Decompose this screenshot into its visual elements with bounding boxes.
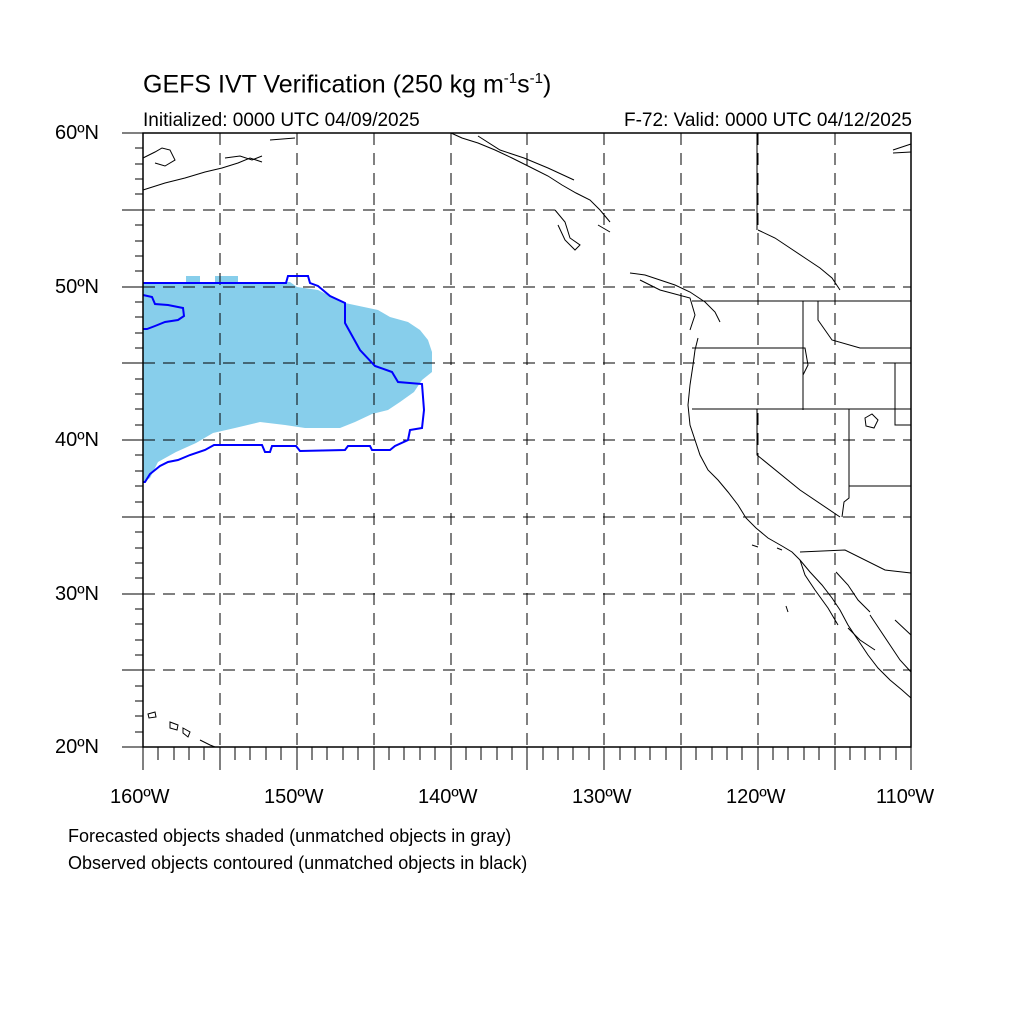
coastlines xyxy=(142,132,912,748)
valid-time: F-72: Valid: 0000 UTC 04/12/2025 xyxy=(624,110,912,131)
lon-label-150w: 150ºW xyxy=(264,786,324,808)
lon-label-130w: 130ºW xyxy=(572,786,632,808)
lat-label-60: 60ºN xyxy=(55,122,99,144)
forecast-ivt-object xyxy=(143,276,432,482)
political-boundaries xyxy=(692,133,912,574)
map-title: GEFS IVT Verification (250 kg m-1s-1) xyxy=(143,70,552,99)
lon-label-120w: 120ºW xyxy=(726,786,786,808)
lon-label-140w: 140ºW xyxy=(418,786,478,808)
lat-label-20: 20ºN xyxy=(55,736,99,758)
forecast-note: Forecasted objects shaded (unmatched obj… xyxy=(68,826,512,846)
tick-marks xyxy=(122,132,912,770)
lat-label-30: 30ºN xyxy=(55,583,99,605)
lat-label-40: 40ºN xyxy=(55,429,99,451)
gridlines xyxy=(143,133,911,747)
observed-note: Observed objects contoured (unmatched ob… xyxy=(68,853,528,873)
lon-label-110w: 110ºW xyxy=(876,786,935,808)
map-frame xyxy=(142,132,912,748)
initialized-time: Initialized: 0000 UTC 04/09/2025 xyxy=(143,110,420,131)
lat-label-50: 50ºN xyxy=(55,276,99,298)
lon-label-160w: 160ºW xyxy=(110,786,170,808)
observed-ivt-contour xyxy=(143,275,426,483)
observed-ivt-contour-notch xyxy=(142,294,186,330)
